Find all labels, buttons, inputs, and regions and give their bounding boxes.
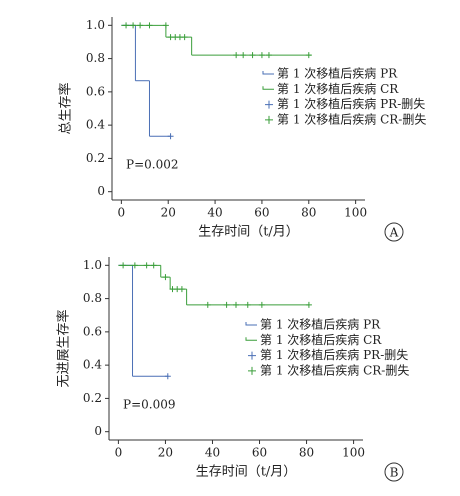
legend-symbol <box>245 337 257 341</box>
censor-mark <box>162 274 169 281</box>
censor-mark <box>181 34 188 41</box>
legend-symbol <box>265 115 273 124</box>
x-tick-label: 40 <box>207 206 222 220</box>
censor-mark <box>233 301 239 308</box>
y-tick-label: 0.8 <box>83 291 102 305</box>
censor-mark <box>258 52 265 59</box>
x-tick-label: 40 <box>205 446 220 460</box>
legend-label: 第 1 次移植后疾病 CR-删失 <box>260 362 409 377</box>
legend-label: 第 1 次移植后疾病 PR-删失 <box>277 96 425 111</box>
x-tick-label: 60 <box>252 446 267 460</box>
y-tick-label: 0.8 <box>86 51 105 65</box>
y-tick-label: 0.6 <box>86 84 105 98</box>
legend-symbol <box>248 366 256 375</box>
series <box>118 264 310 306</box>
y-tick-label: 1.0 <box>86 18 105 32</box>
legend-label: 第 1 次移植后疾病 PR <box>277 66 398 81</box>
censor-mark <box>150 262 157 269</box>
legend-label: 第 1 次移植后疾病 PR-删失 <box>260 347 408 362</box>
censor-mark <box>249 52 256 59</box>
y-tick-label: 0 <box>97 184 105 198</box>
censor-mark <box>143 262 150 269</box>
y-tick-label: 0.2 <box>86 151 105 165</box>
censor-mark <box>244 301 251 308</box>
series <box>167 133 174 140</box>
censor-mark <box>178 286 185 293</box>
y-tick-label: 1.0 <box>83 258 102 272</box>
censor-mark <box>162 22 169 29</box>
x-tick-label: 0 <box>115 446 123 460</box>
legend-label: 第 1 次移植后疾病 CR-删失 <box>277 111 426 126</box>
y-axis-label: 无进展生存率 <box>56 309 72 387</box>
censor-mark <box>204 301 211 308</box>
censor-mark <box>123 22 130 29</box>
panel-badge <box>384 462 404 482</box>
x-axis-label: 生存时间（t/月） <box>196 465 297 480</box>
censor-mark <box>265 52 272 59</box>
legend-label: 第 1 次移植后疾病 PR <box>260 317 381 332</box>
series <box>120 262 312 308</box>
censor-mark <box>305 52 312 59</box>
x-tick-label: 20 <box>158 446 173 460</box>
annotation: P=0.002 <box>126 158 178 172</box>
censor-mark <box>146 22 153 29</box>
censor-mark <box>233 52 240 59</box>
x-tick-label: 100 <box>344 206 367 220</box>
legend-symbol <box>262 86 274 90</box>
censor-mark <box>164 373 171 380</box>
series <box>123 22 312 59</box>
panel-badge <box>384 222 404 242</box>
legend-label: 第 1 次移植后疾病 CR <box>260 332 382 347</box>
y-axis-label: 总生存率 <box>58 82 74 134</box>
legend-label: 第 1 次移植后疾病 CR <box>277 81 399 96</box>
x-tick-label: 100 <box>342 446 365 460</box>
legend-symbol <box>245 322 257 326</box>
legend-symbol <box>248 351 256 360</box>
x-tick-label: 0 <box>118 206 126 220</box>
series <box>118 264 169 377</box>
y-tick-label: 0.4 <box>83 358 102 372</box>
annotation: P=0.009 <box>123 398 175 412</box>
y-tick-label: 0.6 <box>83 324 102 338</box>
x-tick-label: 20 <box>161 206 176 220</box>
censor-mark <box>131 262 138 269</box>
censor-mark <box>223 301 230 308</box>
censor-mark <box>258 301 265 308</box>
censor-mark <box>137 22 144 29</box>
panel-label: A <box>389 226 399 240</box>
y-tick-label: 0 <box>94 424 102 438</box>
x-tick-label: 80 <box>299 446 314 460</box>
x-axis-label: 生存时间（t/月） <box>198 225 299 240</box>
censor-mark <box>167 133 174 140</box>
y-tick-label: 0.4 <box>86 118 105 132</box>
series <box>164 373 171 380</box>
y-tick-label: 0.2 <box>83 391 102 405</box>
censor-mark <box>130 22 137 29</box>
panel-label: B <box>390 466 399 480</box>
censor-mark <box>240 52 247 59</box>
series <box>121 24 172 137</box>
censor-mark <box>305 301 312 308</box>
censor-mark <box>120 262 127 269</box>
legend-symbol <box>265 100 273 109</box>
x-tick-label: 60 <box>254 206 269 220</box>
legend-symbol <box>262 71 274 75</box>
x-tick-label: 80 <box>301 206 316 220</box>
series <box>121 24 312 56</box>
